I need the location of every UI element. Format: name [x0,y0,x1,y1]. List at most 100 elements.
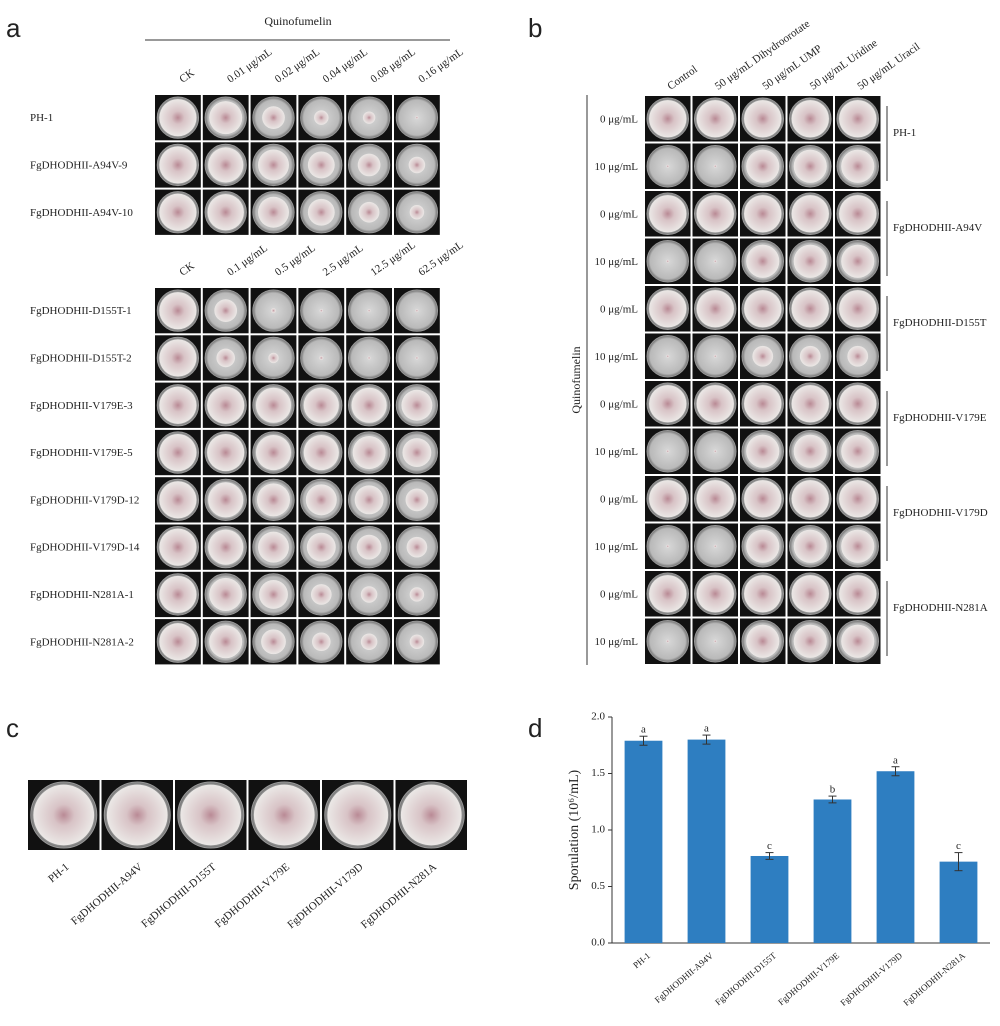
strain-label: FgDHODHII-V179D [893,507,988,519]
dose-label: 10 μg/mL [595,351,639,363]
y-tick-label: 0.0 [591,937,605,949]
colony [649,575,687,613]
strain-label: FgDHODHII-V179D [285,861,365,931]
row-label: FgDHODHII-V179D-12 [30,494,139,506]
colony [696,480,734,518]
colony [367,356,371,360]
colony [306,532,336,562]
colony [791,575,829,613]
colony [649,290,687,328]
colony [713,354,717,358]
significance-letter: a [641,724,646,736]
row-label: PH-1 [30,112,53,124]
colony [256,483,291,517]
colony [841,149,875,183]
column-header: 2.5 μg/mL [321,242,366,279]
strain-label: FgDHODHII-A94V [69,861,145,928]
colony [649,480,687,518]
colony [406,536,428,558]
colony [209,577,243,611]
colony [696,195,734,233]
significance-letter: c [956,840,961,852]
row-label: FgDHODHII-V179E-5 [30,447,133,459]
row-label: FgDHODHII-D155T-2 [30,352,132,364]
bar [750,855,789,943]
colony [415,309,419,313]
colony [268,352,279,364]
colony [360,586,378,603]
colony [367,309,371,313]
colony [791,195,829,233]
colony [696,100,734,138]
strain-label: FgDHODHII-V179E [213,861,293,930]
colony [255,387,292,423]
colony [847,345,869,367]
colony [207,433,245,472]
x-tick-label: PH-1 [631,950,652,970]
colony [209,101,243,135]
colony [746,434,780,468]
colony [666,164,670,168]
colony [159,623,197,661]
strain-label: PH-1 [46,861,72,885]
colony [305,484,337,516]
significance-letter: c [767,840,772,852]
x-tick-label: FgDHODHII-N281A [901,950,967,1008]
colony [713,259,717,263]
column-header: 12.5 μg/mL [368,239,417,279]
panel-label: d [528,713,542,743]
colony [307,198,335,226]
colony [314,110,329,125]
colony [839,195,877,233]
colony [208,529,244,565]
y-axis-label: Sporulation (10⁶/mL) [567,769,582,890]
dose-label: 0 μg/mL [600,588,638,600]
y-tick-label: 2.0 [591,711,605,723]
colony [180,784,242,846]
panel-label: b [528,13,542,43]
strain-label: FgDHODHII-A94V [893,222,982,234]
strain-label: FgDHODHII-D155T [893,317,987,329]
colony [713,639,717,643]
colony [312,632,331,652]
colony [791,480,829,518]
colony [357,153,381,177]
colony [159,528,197,566]
colony [791,385,829,423]
y-tick-label: 1.5 [591,767,605,779]
column-header: 0.01 μg/mL [225,46,274,86]
colony [351,387,387,423]
colony [33,784,95,846]
colony [696,290,734,328]
colony [207,194,244,231]
colony [409,587,425,602]
colony [409,205,425,220]
colony [159,193,197,231]
colony [839,480,877,518]
colony [307,151,335,179]
colony [402,438,432,468]
colony [752,345,774,367]
column-header: 0.02 μg/mL [273,46,322,86]
colony [362,111,376,124]
row-label: FgDHODHII-A94V-9 [30,159,128,171]
colony [746,244,780,278]
row-label: FgDHODHII-N281A-2 [30,636,134,648]
colony [744,195,782,233]
colony [839,100,877,138]
treatment-label: Quinofumelin [264,14,331,28]
colony [216,348,235,368]
colony [356,534,382,560]
colony [303,434,339,471]
colony [358,201,380,223]
colony [401,389,433,421]
column-header: CK [177,67,196,86]
strain-label: PH-1 [893,127,916,139]
colony [744,575,782,613]
x-tick-label: FgDHODHII-V179E [776,950,841,1007]
colony [746,149,780,183]
colony [746,529,780,563]
colony [666,259,670,263]
colony [159,339,197,377]
column-header: 0.04 μg/mL [321,46,370,86]
